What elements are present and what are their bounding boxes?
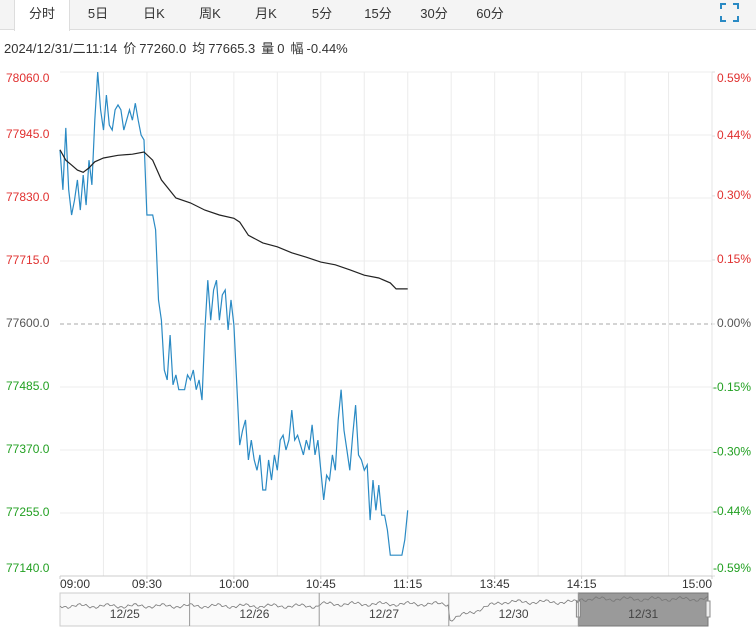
x-tick-label: 09:00 <box>60 577 90 591</box>
series-line <box>59 149 408 290</box>
tab-bar: 分时 5日 日K 周K 月K 5分 15分 30分 60分 <box>0 0 756 31</box>
price: 77260.0 <box>139 41 187 56</box>
y2-tick-label: -0.59% <box>713 561 751 575</box>
tab[interactable]: 5分 <box>311 6 333 21</box>
y2-tick-label: -0.30% <box>713 444 751 458</box>
tab[interactable]: 30分 <box>420 6 448 21</box>
navigator-date: 12/25 <box>110 607 140 621</box>
y2-tick-label: -0.15% <box>713 380 751 394</box>
avg-label: 均 <box>192 41 206 56</box>
volume: 0 <box>277 41 285 56</box>
info-line: 2024/12/31/二11:14 价 77260.0 均 77665.3 量 0 幅 -0.4… <box>4 38 354 57</box>
tab[interactable]: 日K <box>143 6 165 21</box>
change: -0.44% <box>306 41 348 56</box>
tab[interactable]: 分时 <box>14 0 70 31</box>
y-tick-label: 77945.0 <box>6 127 50 141</box>
y-tick-label: 77830.0 <box>6 190 50 204</box>
y-tick-label: 77255.0 <box>6 505 50 519</box>
price-label: 价 <box>123 41 137 56</box>
x-tick-label: 09:30 <box>132 577 162 591</box>
volume-label: 量 <box>261 41 275 56</box>
series-line <box>59 71 409 556</box>
y-tick-label: 77600.0 <box>6 316 50 330</box>
x-tick-label: 11:15 <box>393 577 422 591</box>
y2-tick-label: -0.44% <box>713 504 751 518</box>
x-tick-label: 10:45 <box>306 577 336 591</box>
tab[interactable]: 60分 <box>476 6 504 21</box>
y-tick-label: 78060.0 <box>6 71 50 85</box>
y2-tick-label: 0.15% <box>717 252 751 266</box>
y-tick-label: 77140.0 <box>6 561 50 575</box>
y-tick-label: 77715.0 <box>6 253 50 267</box>
y-tick-label: 77485.0 <box>6 379 50 393</box>
navigator-date: 12/31 <box>628 607 658 621</box>
x-tick-label: 13:45 <box>480 577 510 591</box>
navigator-trend <box>59 595 709 622</box>
x-tick-label: 15:00 <box>682 577 712 591</box>
navigator-date: 12/27 <box>369 607 399 621</box>
datetime: 2024/12/31/二11:14 <box>4 41 118 56</box>
navigator-date: 12/26 <box>239 607 269 621</box>
y2-tick-label: 0.00% <box>717 316 751 330</box>
change-label: 幅 <box>290 41 304 56</box>
avg: 77665.3 <box>208 41 256 56</box>
x-tick-label: 14:15 <box>567 577 597 591</box>
x-tick-label: 10:00 <box>219 577 249 591</box>
y2-tick-label: 0.44% <box>717 128 751 142</box>
y2-tick-label: 0.30% <box>717 188 751 202</box>
tab[interactable]: 周K <box>199 6 221 21</box>
navigator-handle <box>705 600 711 618</box>
y-tick-label: 77370.0 <box>6 442 50 456</box>
tab[interactable]: 15分 <box>364 6 392 21</box>
navigator-date: 12/30 <box>499 607 529 621</box>
tab[interactable]: 5日 <box>87 6 109 21</box>
y2-tick-label: 0.59% <box>717 71 751 85</box>
tab[interactable]: 月K <box>255 6 277 21</box>
